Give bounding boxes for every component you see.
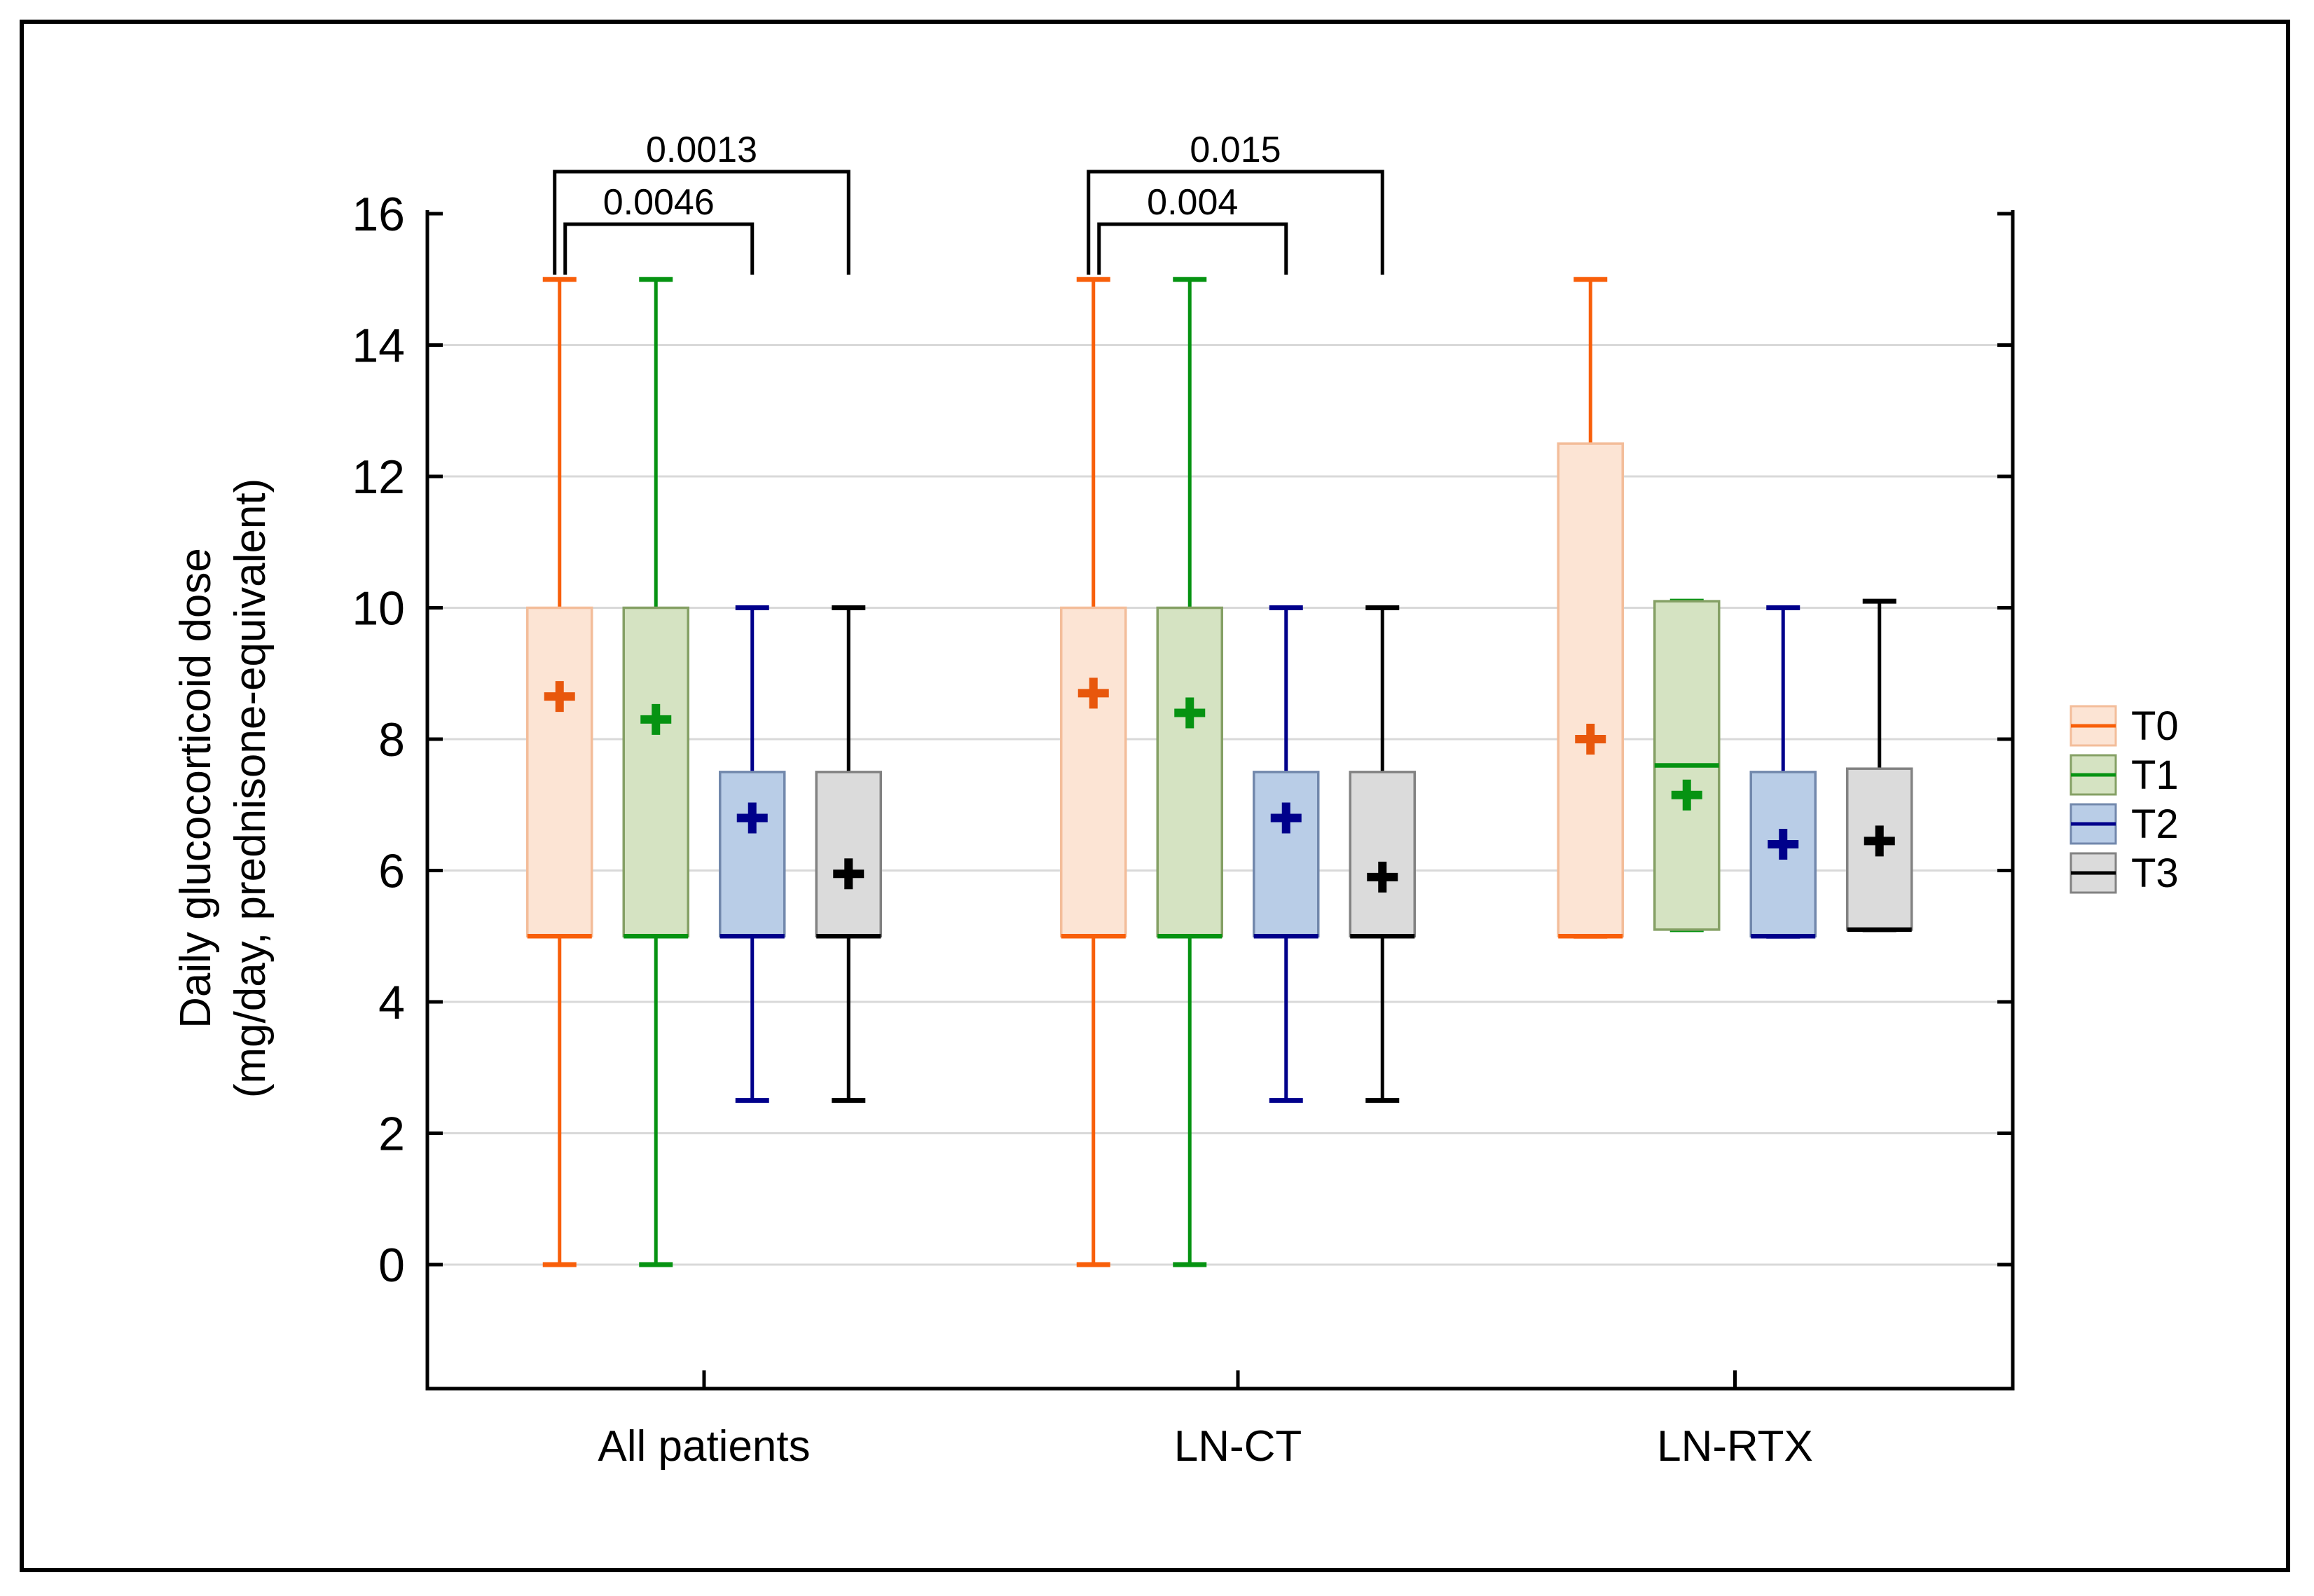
y-tick-label: 12 [352, 450, 405, 504]
x-axis-group-label: All patients [598, 1422, 810, 1471]
p-value-label: 0.004 [1147, 182, 1238, 223]
legend-item-T2: T2 [2069, 802, 2179, 847]
legend-label: T3 [2131, 851, 2179, 896]
box-LN-CT-T1 [1156, 277, 1223, 1267]
iqr-box [1253, 771, 1320, 937]
box-LN-RTX-T2 [1749, 605, 1817, 939]
legend-item-T1: T1 [2069, 752, 2179, 798]
y-tick-label: 0 [378, 1239, 405, 1292]
box-LN-RTX-T0 [1557, 277, 1624, 939]
y-tick-label: 8 [378, 713, 405, 766]
p-value-label: 0.0046 [603, 182, 715, 223]
y-tick-label: 4 [378, 976, 405, 1029]
legend-label: T1 [2131, 752, 2179, 798]
p-value-label: 0.015 [1190, 130, 1281, 170]
box-All-patients-T2 [719, 605, 786, 1103]
significance-bracket [1097, 222, 1288, 275]
y-tick-label: 6 [378, 845, 405, 898]
y-axis-title-line: Daily glucocorticoid dose [172, 548, 220, 1029]
y-tick-label: 2 [378, 1108, 405, 1161]
box-LN-RTX-T1 [1653, 598, 1721, 933]
iqr-box [815, 771, 882, 937]
iqr-box [526, 606, 593, 937]
iqr-box [1749, 771, 1817, 937]
legend-label: T2 [2131, 802, 2179, 847]
box-All-patients-T1 [622, 277, 689, 1267]
box-LN-CT-T2 [1253, 605, 1320, 1103]
y-tick-label: 16 [352, 188, 405, 241]
significance-bracket [553, 170, 850, 275]
box-LN-CT-T0 [1060, 277, 1127, 1267]
legend-item-T0: T0 [2069, 703, 2179, 749]
y-tick-label: 10 [352, 582, 405, 635]
iqr-box [1557, 442, 1624, 937]
y-tick-label: 14 [352, 319, 405, 373]
x-axis-group-label: LN-CT [1174, 1422, 1302, 1471]
legend-label: T0 [2131, 703, 2179, 749]
y-axis-title-line: (mg/day, prednisone-equivalent) [226, 479, 275, 1099]
figure-border [20, 20, 2290, 1572]
legend-item-T3: T3 [2069, 851, 2179, 896]
significance-bracket [563, 222, 755, 275]
iqr-box [1156, 606, 1223, 937]
iqr-box [1060, 606, 1127, 937]
x-axis-group-label: LN-RTX [1657, 1422, 1813, 1471]
box-LN-CT-T3 [1349, 605, 1416, 1103]
box-All-patients-T0 [526, 277, 593, 1267]
box-All-patients-T3 [815, 605, 882, 1103]
iqr-box [719, 771, 786, 937]
significance-bracket [1087, 170, 1384, 275]
p-value-label: 0.0013 [646, 130, 757, 170]
box-LN-RTX-T3 [1846, 598, 1913, 933]
